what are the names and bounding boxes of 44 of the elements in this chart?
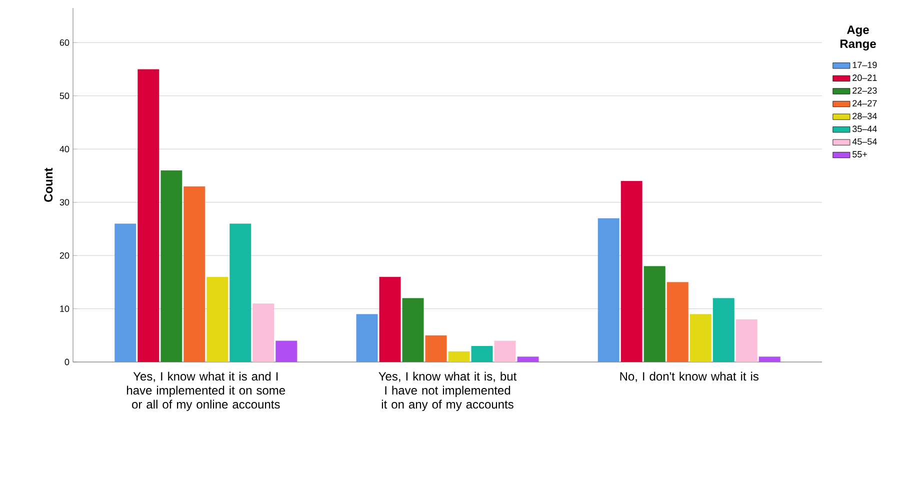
bar <box>494 340 516 362</box>
bar <box>356 314 378 362</box>
y-tick-label: 40 <box>60 146 70 152</box>
x-tick-label: Yes, I know what it is, but I have not implemented it on any of my accounts <box>378 372 517 411</box>
bar <box>448 351 470 362</box>
y-tick-label: 20 <box>60 252 70 259</box>
x-tick-label: No, I don't know what it is <box>620 372 758 382</box>
legend-label: 24–27 <box>852 100 877 106</box>
y-tick-label: 0 <box>64 358 70 366</box>
y-tick-label: 60 <box>60 39 70 46</box>
legend-label: 28–34 <box>852 112 877 120</box>
bar <box>402 298 424 362</box>
bar <box>644 266 666 362</box>
bar <box>276 340 298 362</box>
bar <box>184 186 206 362</box>
legend-label: 45–54 <box>852 138 877 145</box>
bar <box>471 346 493 362</box>
bar <box>666 282 688 362</box>
bar <box>160 170 182 362</box>
bar <box>598 218 620 362</box>
bar <box>138 69 160 362</box>
bar <box>379 276 401 362</box>
bar <box>230 224 252 362</box>
y-tick-label: 50 <box>60 92 70 100</box>
y-axis-title: Count <box>44 168 53 202</box>
bar <box>690 314 712 362</box>
legend-label: 17–19 <box>852 62 877 68</box>
bar <box>620 181 642 362</box>
bar <box>252 303 274 362</box>
legend-label: 22–23 <box>852 87 877 94</box>
bar <box>114 224 136 362</box>
bar <box>736 319 758 362</box>
bar <box>758 356 780 362</box>
legend-label: 20–21 <box>852 74 877 81</box>
x-tick-label: Yes, I know what it is and I have implemented it on some or all of my online accounts <box>127 372 286 411</box>
bar <box>517 356 539 362</box>
y-tick-label: 10 <box>60 306 70 312</box>
bar <box>712 298 734 362</box>
y-tick-label: 30 <box>60 199 70 206</box>
legend-title: Age Range <box>840 26 876 50</box>
bar <box>425 335 447 362</box>
legend-label: 55+ <box>852 151 867 158</box>
legend-label: 35–44 <box>852 126 877 132</box>
bar <box>206 276 228 362</box>
